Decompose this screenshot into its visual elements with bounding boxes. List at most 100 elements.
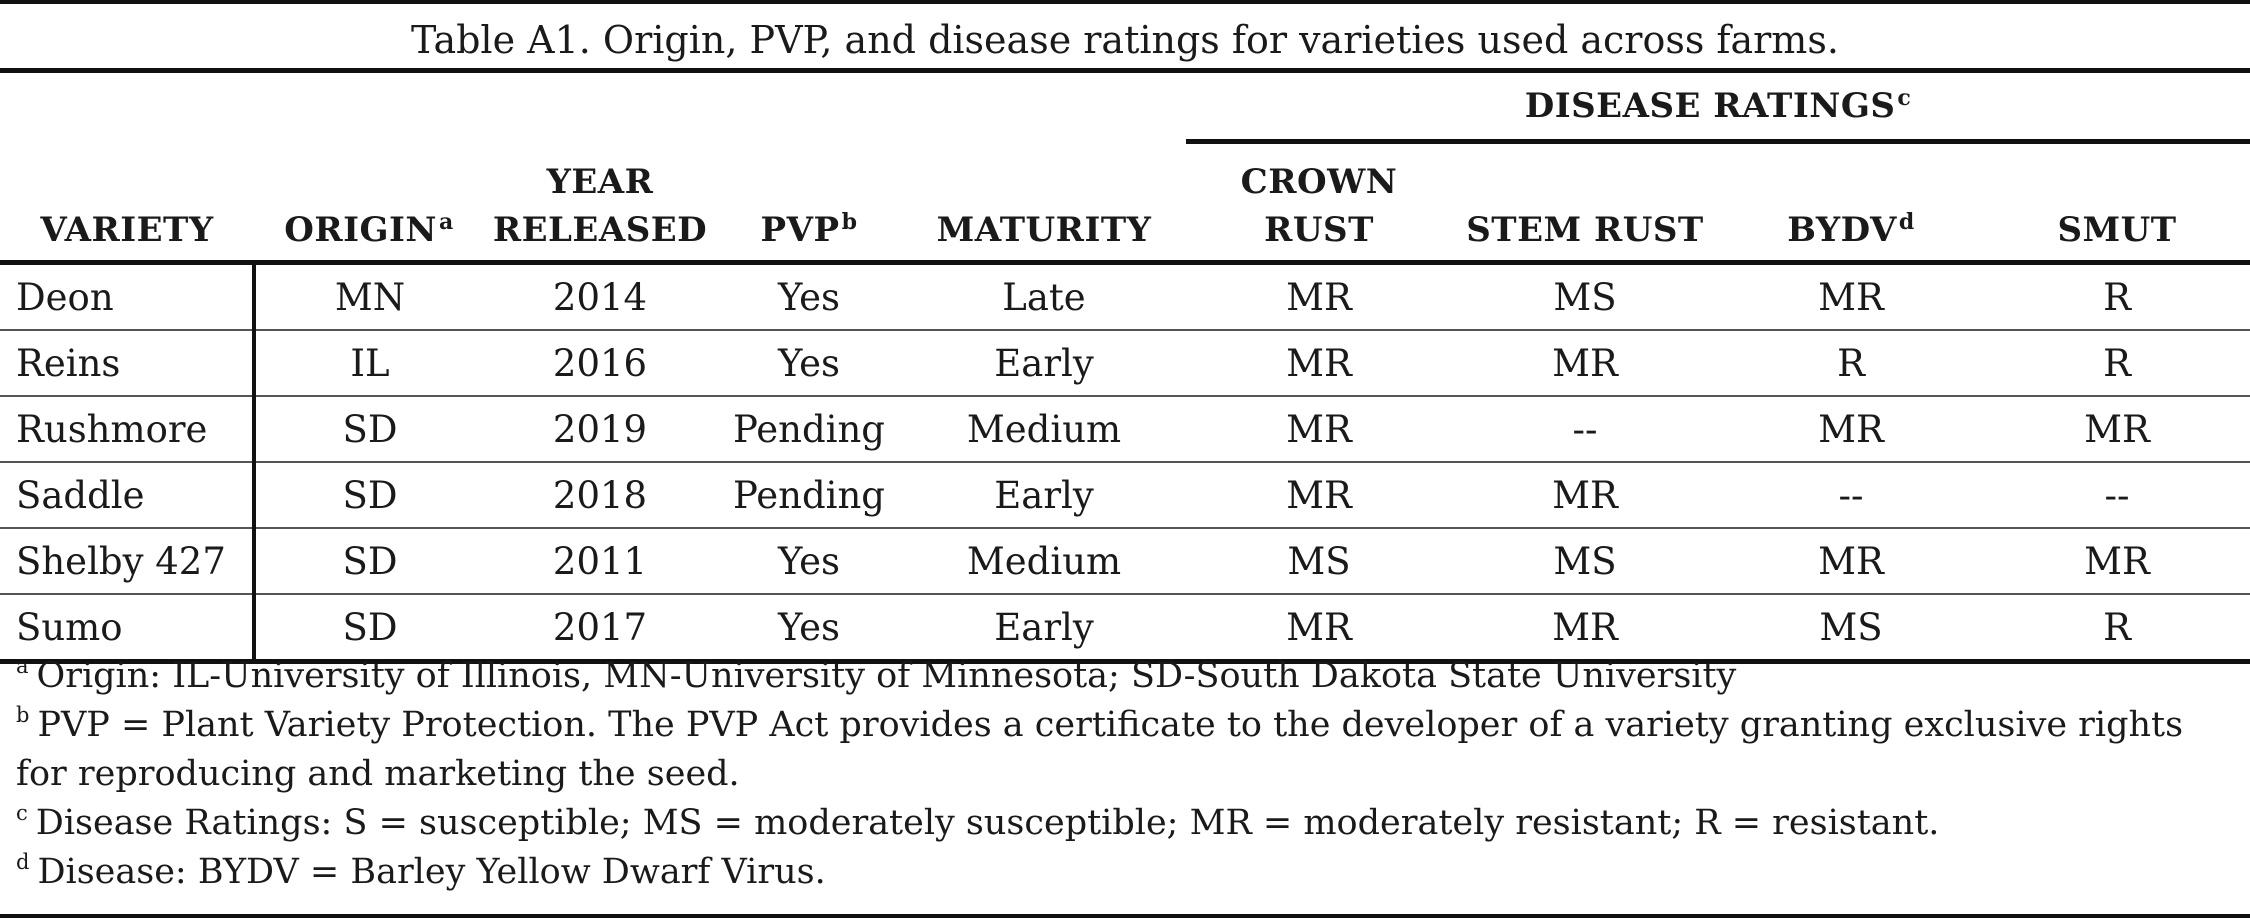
cell-crown-rust: MS [1186, 528, 1452, 595]
footnote-text: Disease Ratings: S = susceptible; MS = m… [35, 803, 1940, 843]
cell-bydv: R [1718, 330, 1984, 397]
footnote-mark: c [16, 801, 28, 825]
cell-bydv: -- [1718, 462, 1984, 529]
cell-bydv: MS [1718, 594, 1984, 664]
pvp-footnote-mark: b [841, 209, 858, 235]
cell-year: 2014 [484, 262, 716, 331]
cell-pvp: Yes [716, 528, 902, 595]
cell-bydv: MR [1718, 262, 1984, 331]
cell-crown-rust: MR [1186, 262, 1452, 331]
cell-crown-rust: MR [1186, 462, 1452, 529]
cell-stem-rust: -- [1452, 396, 1718, 463]
cell-maturity: Medium [902, 528, 1186, 595]
cell-pvp: Pending [716, 462, 902, 529]
cell-origin: SD [254, 462, 484, 529]
disease-ratings-footnote-mark: c [1897, 85, 1912, 111]
header-group-row: DISEASE RATINGSc [0, 70, 2250, 144]
top-rule [0, 0, 2250, 4]
col-header-origin-label: ORIGIN [284, 210, 438, 250]
cell-year: 2016 [484, 330, 716, 397]
header-spacer [0, 71, 1186, 142]
col-header-maturity: MATURITY [902, 141, 1186, 265]
cell-bydv: MR [1718, 528, 1984, 595]
footnote-disease-ratings: c Disease Ratings: S = susceptible; MS = … [0, 799, 2250, 848]
col-header-pvp: PVPb [716, 141, 902, 265]
disease-ratings-label: DISEASE RATINGS [1524, 86, 1896, 126]
footnotes: a Origin: IL-University of Illinois, MN-U… [0, 652, 2250, 897]
cell-stem-rust: MS [1452, 262, 1718, 331]
cell-variety: Shelby 427 [0, 528, 256, 595]
col-header-bydv-label: BYDV [1787, 210, 1897, 250]
cell-variety: Rushmore [0, 396, 256, 463]
col-header-year-line1: YEAR [546, 162, 654, 202]
col-header-origin: ORIGINa [254, 141, 484, 265]
footnote-origin: a Origin: IL-University of Illinois, MN-U… [0, 652, 2250, 701]
col-header-year-line2: RELEASED [492, 210, 708, 250]
cell-maturity: Early [902, 330, 1186, 397]
cell-variety: Saddle [0, 462, 256, 529]
varieties-table: DISEASE RATINGSc VARIETY ORIGINa YEAR REL… [0, 68, 2250, 664]
cell-pvp: Yes [716, 594, 902, 664]
table-row: Sumo SD 2017 Yes Early MR MR MS R [0, 594, 2250, 664]
cell-smut: MR [1984, 528, 2250, 595]
cell-bydv: MR [1718, 396, 1984, 463]
cell-maturity: Medium [902, 396, 1186, 463]
cell-pvp: Pending [716, 396, 902, 463]
footnote-bydv: d Disease: BYDV = Barley Yellow Dwarf Vir… [0, 848, 2250, 897]
cell-origin: SD [254, 594, 484, 664]
cell-variety: Sumo [0, 594, 256, 664]
table-caption: Table A1. Origin, PVP, and disease ratin… [411, 18, 1839, 62]
col-header-stem-rust: STEM RUST [1452, 141, 1718, 265]
cell-crown-rust: MR [1186, 330, 1452, 397]
cell-stem-rust: MS [1452, 528, 1718, 595]
header-columns-row: VARIETY ORIGINa YEAR RELEASED PVPb MATURI… [0, 141, 2250, 265]
footnote-mark: b [16, 703, 30, 727]
table-row: Reins IL 2016 Yes Early MR MR R R [0, 330, 2250, 397]
col-header-smut: SMUT [1984, 141, 2250, 265]
bottom-rule [0, 914, 2250, 918]
col-header-variety: VARIETY [0, 141, 254, 265]
cell-stem-rust: MR [1452, 594, 1718, 664]
footnote-mark: d [16, 850, 30, 874]
footnote-text: Origin: IL-University of Illinois, MN-Un… [36, 656, 1737, 696]
cell-crown-rust: MR [1186, 396, 1452, 463]
table-row: Rushmore SD 2019 Pending Medium MR -- MR… [0, 396, 2250, 463]
cell-origin: IL [254, 330, 484, 397]
cell-year: 2011 [484, 528, 716, 595]
cell-variety: Reins [0, 330, 256, 397]
cell-smut: R [1984, 330, 2250, 397]
cell-stem-rust: MR [1452, 330, 1718, 397]
cell-pvp: Yes [716, 262, 902, 331]
cell-year: 2018 [484, 462, 716, 529]
table-row: Deon MN 2014 Yes Late MR MS MR R [0, 262, 2250, 331]
cell-maturity: Late [902, 262, 1186, 331]
cell-smut: R [1984, 594, 2250, 664]
cell-origin: MN [254, 262, 484, 331]
cell-year: 2017 [484, 594, 716, 664]
bydv-footnote-mark: d [1898, 209, 1915, 235]
disease-ratings-header: DISEASE RATINGSc [1186, 70, 2250, 144]
cell-maturity: Early [902, 594, 1186, 664]
cell-smut: -- [1984, 462, 2250, 529]
col-header-bydv: BYDVd [1718, 141, 1984, 265]
cell-pvp: Yes [716, 330, 902, 397]
cell-year: 2019 [484, 396, 716, 463]
cell-origin: SD [254, 528, 484, 595]
footnote-pvp: b PVP = Plant Variety Protection. The PVP… [0, 701, 2250, 799]
origin-footnote-mark: a [439, 209, 454, 235]
col-header-pvp-label: PVP [760, 210, 840, 250]
table-row: Shelby 427 SD 2011 Yes Medium MS MS MR M… [0, 528, 2250, 595]
footnote-mark: a [16, 654, 29, 678]
cell-stem-rust: MR [1452, 462, 1718, 529]
cell-variety: Deon [0, 262, 256, 331]
col-header-crown-rust: CROWN RUST [1186, 141, 1452, 265]
col-header-crown-line1: CROWN [1240, 162, 1398, 202]
cell-origin: SD [254, 396, 484, 463]
table-row: Saddle SD 2018 Pending Early MR MR -- -- [0, 462, 2250, 529]
cell-smut: MR [1984, 396, 2250, 463]
cell-crown-rust: MR [1186, 594, 1452, 664]
footnote-text: PVP = Plant Variety Protection. The PVP … [16, 705, 2184, 794]
cell-smut: R [1984, 262, 2250, 331]
footnote-text: Disease: BYDV = Barley Yellow Dwarf Viru… [37, 852, 826, 892]
